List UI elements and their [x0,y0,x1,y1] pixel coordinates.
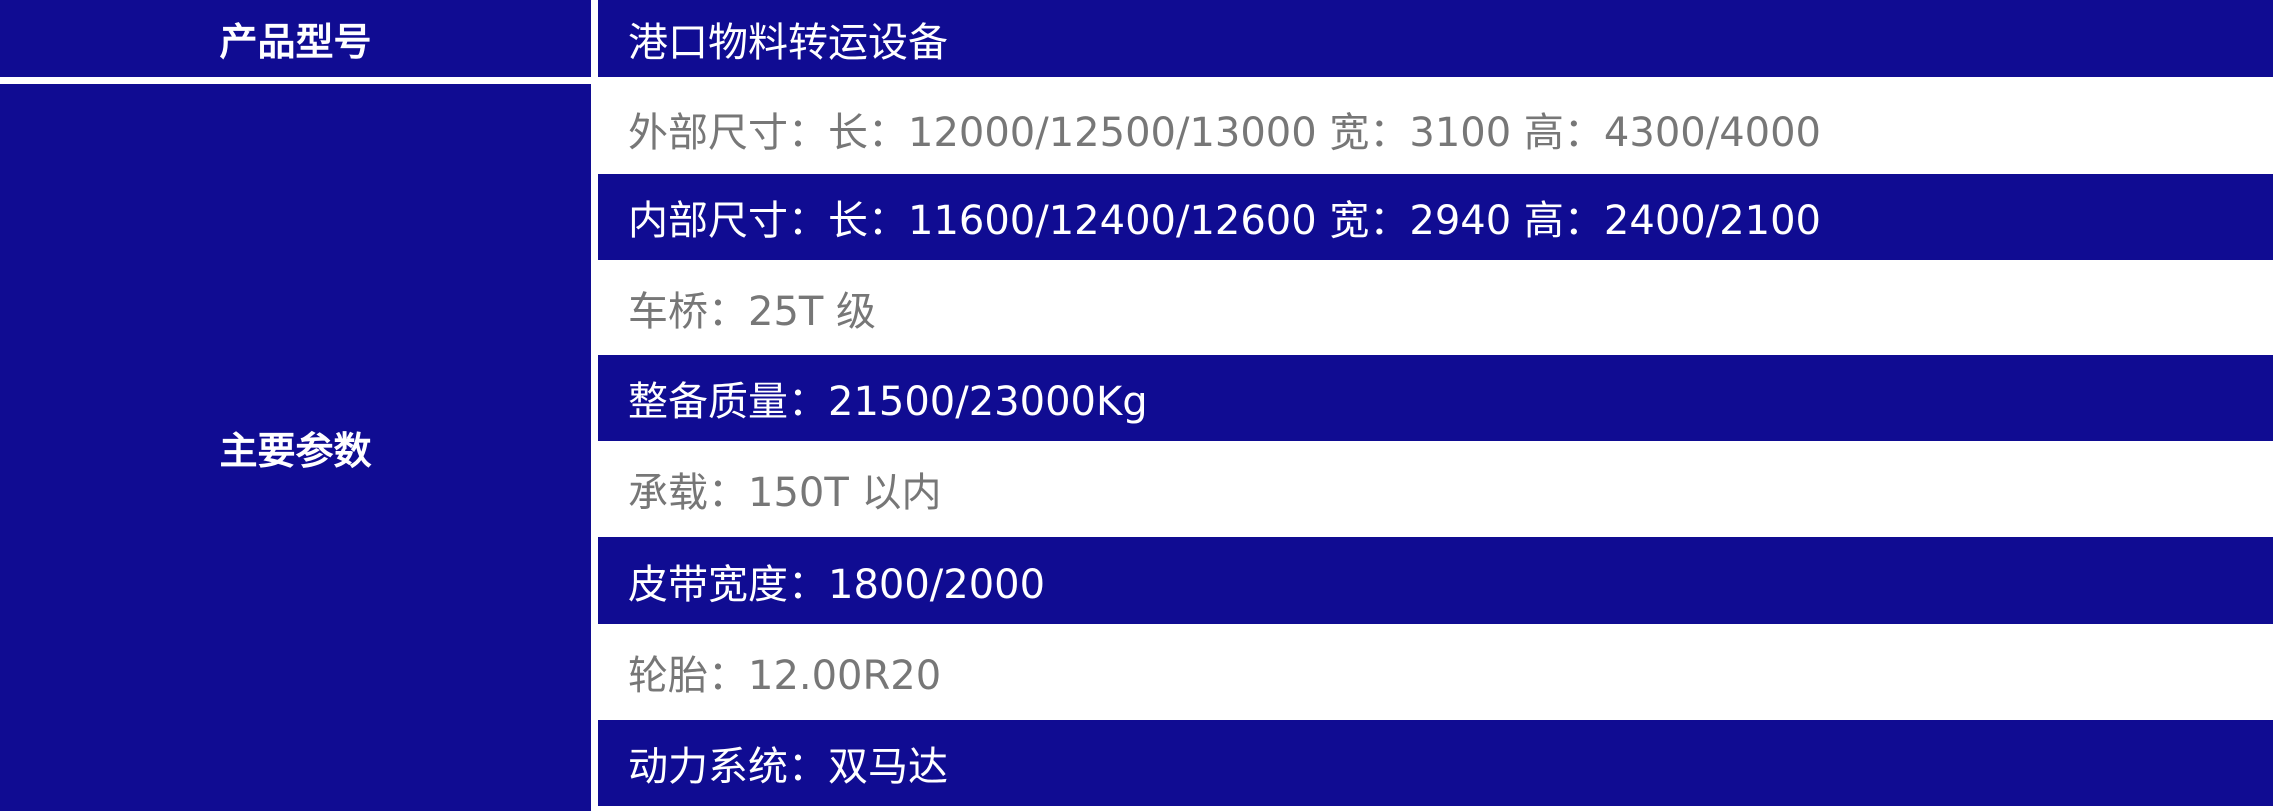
product-model-label: 产品型号 [0,0,591,77]
param-row: 动力系统：双马达 [598,720,2273,806]
param-row: 整备质量：21500/23000Kg [598,355,2273,441]
param-row: 车桥：25T 级 [598,260,2273,355]
product-model-value: 港口物料转运设备 [598,0,2273,77]
param-row: 皮带宽度：1800/2000 [598,537,2273,624]
main-params-label: 主要参数 [0,84,591,811]
param-row: 承载：150T 以内 [598,441,2273,537]
param-row: 内部尺寸：长：11600/12400/12600 宽：2940 高：2400/2… [598,174,2273,260]
param-row: 外部尺寸：长：12000/12500/13000 宽：3100 高：4300/4… [598,84,2273,174]
param-row: 轮胎：12.00R20 [598,624,2273,720]
